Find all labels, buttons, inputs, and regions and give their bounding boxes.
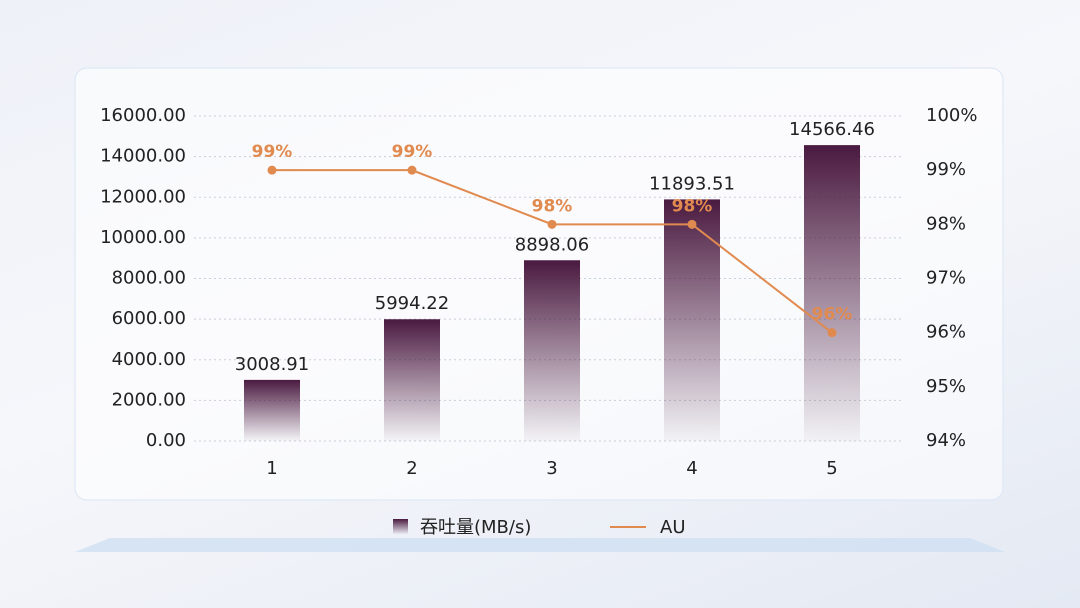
y-tick-label: 8000.00 <box>112 268 186 289</box>
bar <box>804 145 860 441</box>
y-tick-label: 4000.00 <box>112 349 186 370</box>
y-tick-label: 6000.00 <box>112 308 186 329</box>
legend-label: AU <box>660 517 686 538</box>
bar <box>524 260 580 441</box>
y2-tick-label: 94% <box>926 430 966 451</box>
line-value-label: 96% <box>812 305 853 325</box>
bar-value-label: 3008.91 <box>235 354 309 375</box>
y2-tick-label: 95% <box>926 376 966 397</box>
line-value-label: 98% <box>672 196 713 216</box>
bar <box>664 199 720 441</box>
x-tick-label: 5 <box>826 458 837 479</box>
line-point <box>407 165 417 175</box>
y-tick-label: 2000.00 <box>112 389 186 410</box>
bar-value-label: 5994.22 <box>375 293 449 314</box>
y-tick-label: 16000.00 <box>100 105 186 126</box>
line-point <box>827 328 837 338</box>
line-value-label: 98% <box>532 196 573 216</box>
legend-swatch <box>393 519 408 534</box>
x-tick-label: 3 <box>546 458 557 479</box>
bar <box>384 319 440 441</box>
y2-tick-label: 98% <box>926 213 966 234</box>
x-tick-label: 1 <box>266 458 277 479</box>
y-tick-label: 12000.00 <box>100 186 186 207</box>
base-plate <box>75 538 1005 552</box>
line-point <box>267 165 277 175</box>
y-tick-label: 14000.00 <box>100 146 186 167</box>
y2-tick-label: 97% <box>926 268 966 289</box>
line-value-label: 99% <box>392 142 433 162</box>
bar <box>244 379 300 441</box>
bar-value-label: 11893.51 <box>649 173 735 194</box>
y2-tick-label: 100% <box>926 105 977 126</box>
y2-tick-label: 96% <box>926 322 966 343</box>
x-tick-label: 4 <box>686 458 697 479</box>
bar-value-label: 8898.06 <box>515 234 589 255</box>
x-tick-label: 2 <box>406 458 417 479</box>
y2-tick-label: 99% <box>926 159 966 180</box>
bar-value-label: 14566.46 <box>789 119 875 140</box>
line-point <box>687 219 697 229</box>
line-point <box>547 219 557 229</box>
y-tick-label: 10000.00 <box>100 227 186 248</box>
line-value-label: 99% <box>252 142 293 162</box>
legend-label: 吞吐量(MB/s) <box>420 517 531 538</box>
y-tick-label: 0.00 <box>146 430 186 451</box>
